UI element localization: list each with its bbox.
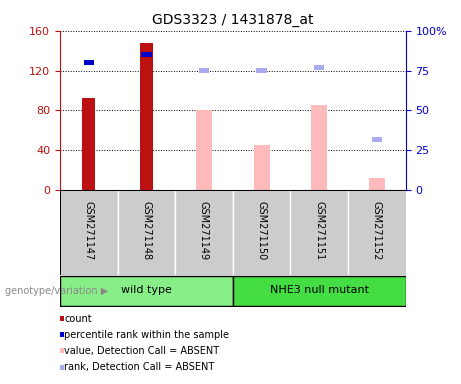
Text: GSM271149: GSM271149 xyxy=(199,201,209,260)
Text: percentile rank within the sample: percentile rank within the sample xyxy=(64,330,229,340)
Bar xyxy=(314,65,325,70)
Bar xyxy=(140,43,153,190)
Text: count: count xyxy=(64,314,92,324)
Title: GDS3323 / 1431878_at: GDS3323 / 1431878_at xyxy=(152,13,313,27)
Text: GSM271148: GSM271148 xyxy=(142,201,151,260)
Text: value, Detection Call = ABSENT: value, Detection Call = ABSENT xyxy=(64,346,219,356)
Text: GSM271152: GSM271152 xyxy=(372,201,382,260)
Bar xyxy=(348,190,406,275)
Bar xyxy=(372,137,382,142)
Text: NHE3 null mutant: NHE3 null mutant xyxy=(270,285,369,295)
Text: GSM271151: GSM271151 xyxy=(314,201,324,260)
Text: wild type: wild type xyxy=(121,285,172,295)
Bar xyxy=(60,190,118,275)
Text: genotype/variation ▶: genotype/variation ▶ xyxy=(5,286,108,296)
Bar xyxy=(118,190,175,275)
Bar xyxy=(290,190,348,275)
Bar xyxy=(196,111,212,190)
Bar xyxy=(60,276,233,306)
Bar xyxy=(199,68,209,73)
Bar xyxy=(141,52,152,57)
Bar xyxy=(83,98,95,190)
Bar xyxy=(256,68,267,73)
Text: GSM271147: GSM271147 xyxy=(84,201,94,260)
Text: rank, Detection Call = ABSENT: rank, Detection Call = ABSENT xyxy=(64,362,214,372)
Bar xyxy=(369,178,385,190)
Bar xyxy=(311,106,327,190)
Bar xyxy=(254,145,270,190)
Bar xyxy=(233,190,290,275)
Bar xyxy=(233,276,406,306)
Text: GSM271150: GSM271150 xyxy=(257,201,266,260)
Bar xyxy=(83,60,94,65)
Bar xyxy=(175,190,233,275)
